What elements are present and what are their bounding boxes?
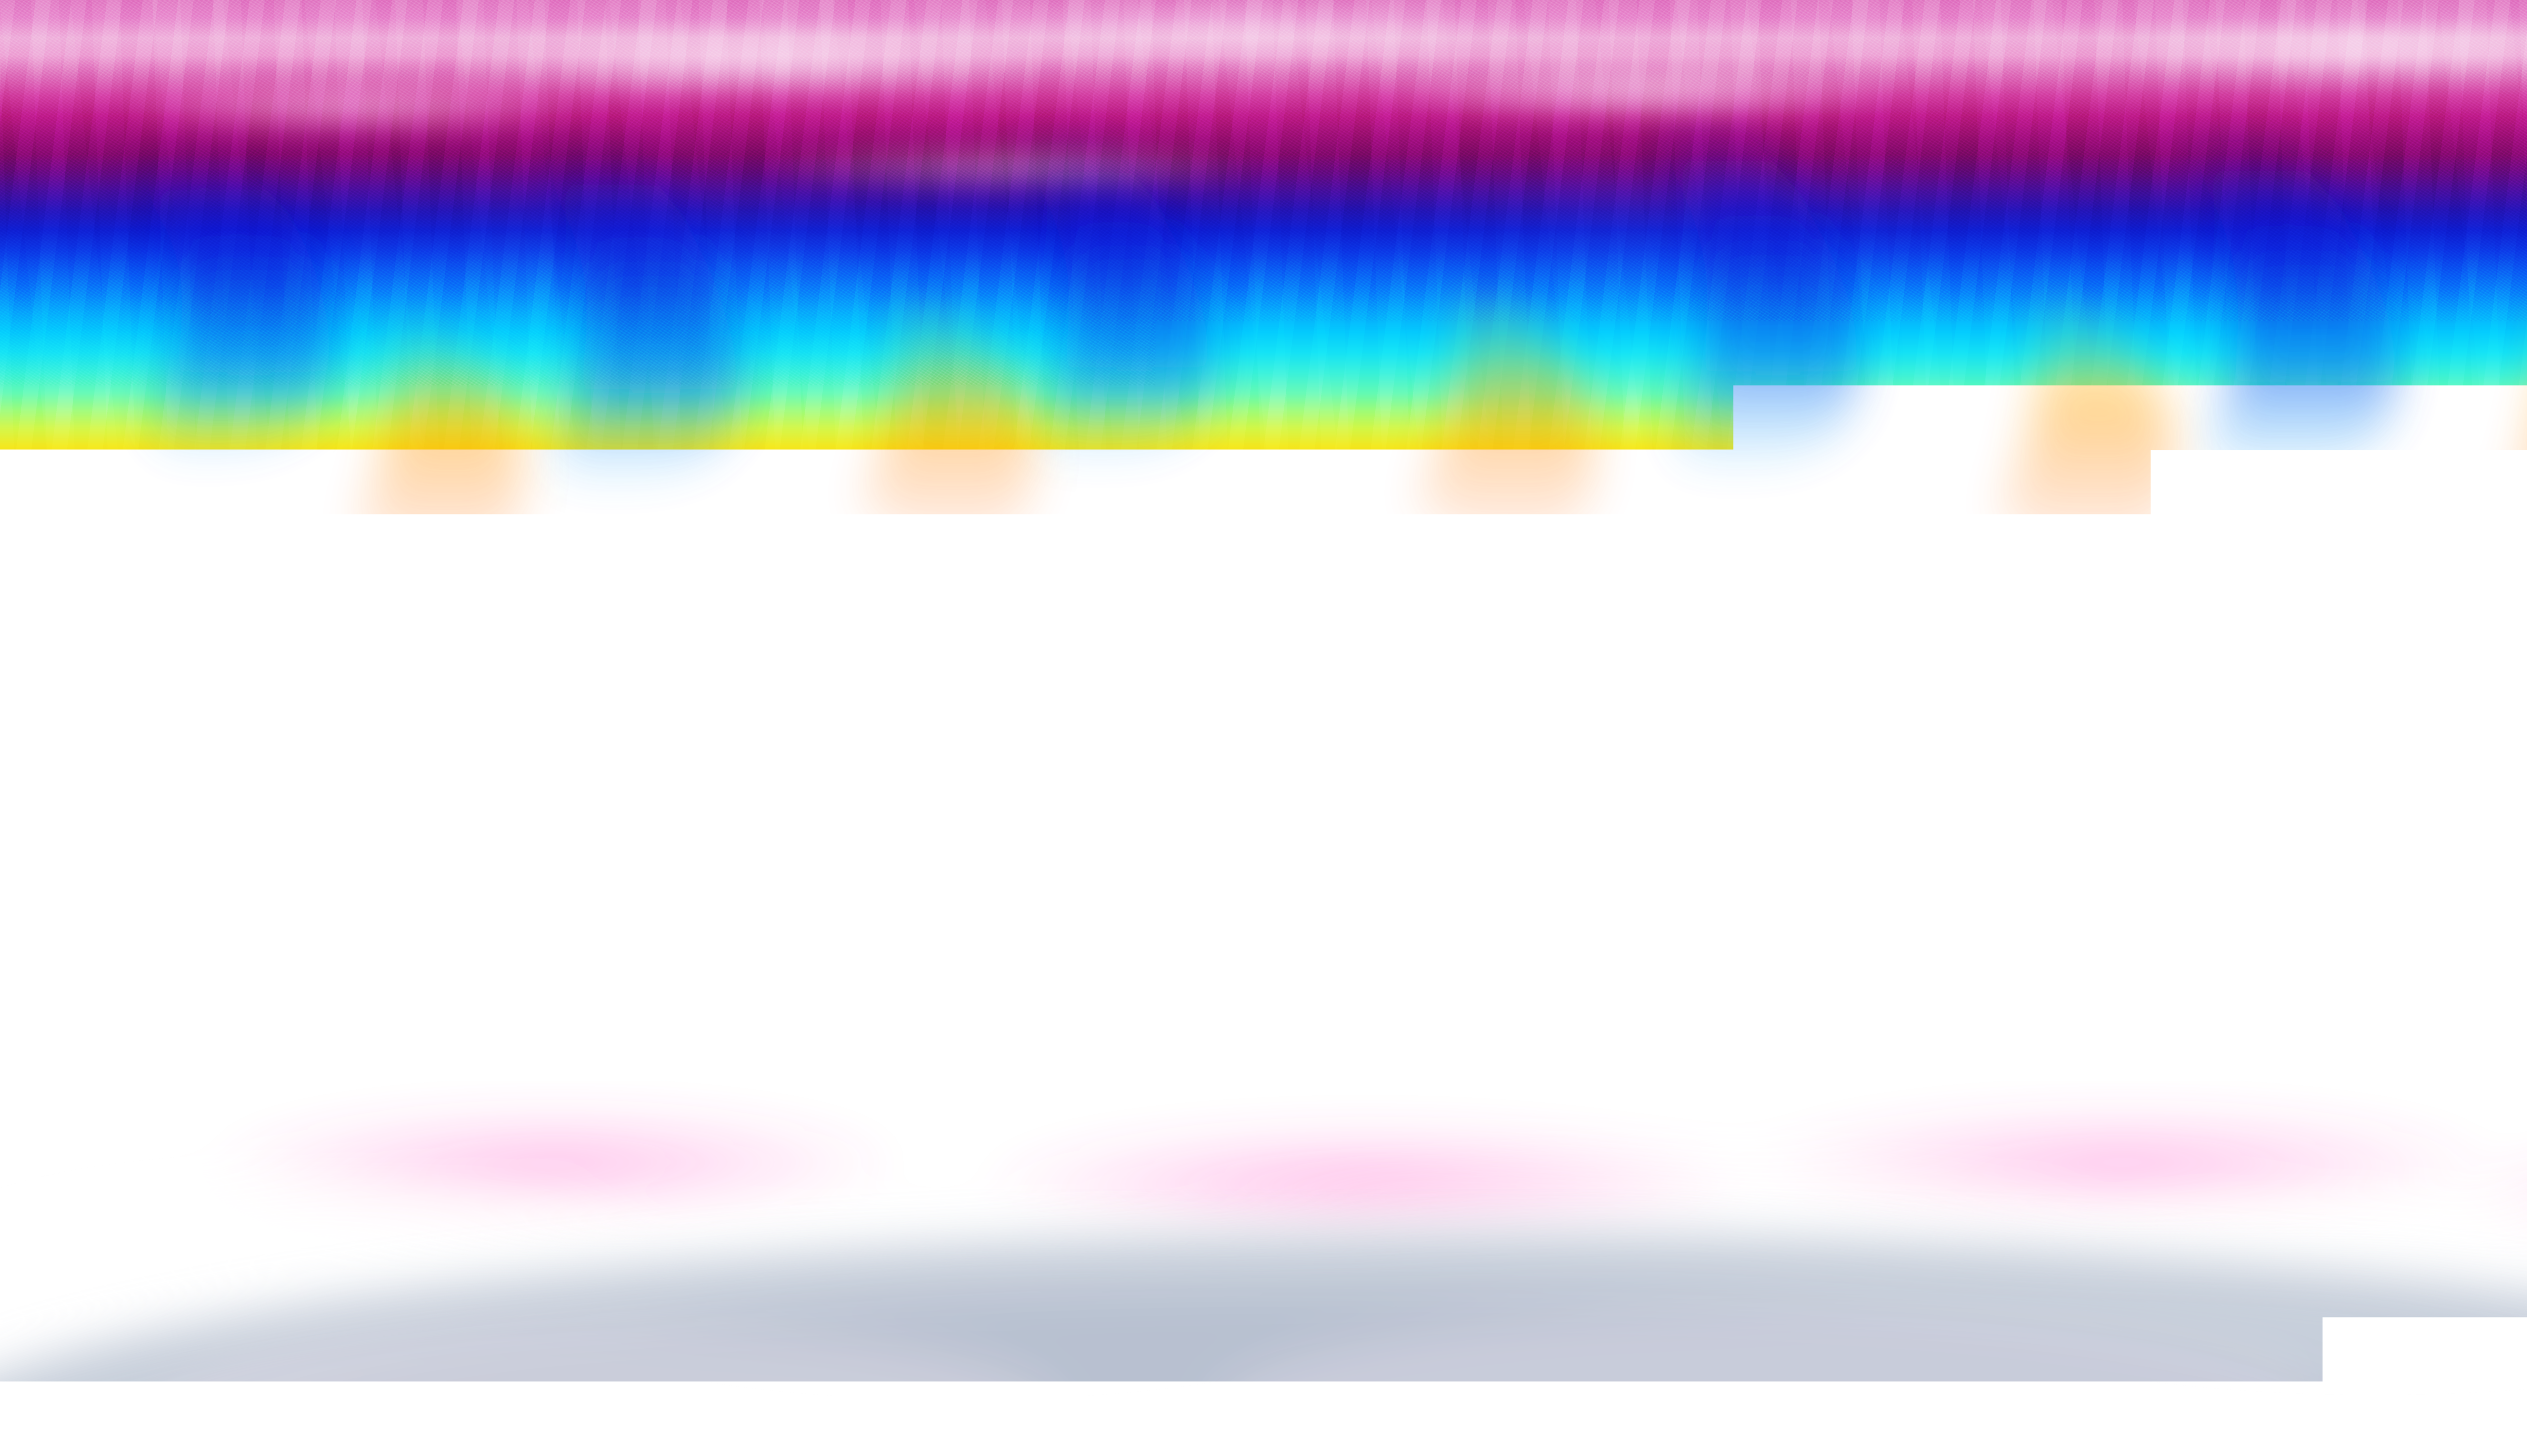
land-humboldt-upwelling: [2375, 809, 2451, 1071]
land-iran-plateau: [647, 445, 890, 596]
land-cuba: [2303, 595, 2418, 648]
land-central-asia: [667, 354, 1021, 485]
land-mexico: [2080, 558, 2357, 827]
land-central-america: [2241, 638, 2383, 757]
arctic-filaments: [111, 3, 2527, 191]
land-canada-west: [1991, 253, 2274, 414]
land-western-usa: [2027, 354, 2269, 606]
land-japan: [1322, 418, 1483, 613]
land-new-zealand: [1456, 1001, 1611, 1158]
land-tien-shan: [732, 364, 997, 435]
land-sumatra: [978, 717, 1150, 860]
land-philippines: [1221, 637, 1312, 798]
land-indochina: [1061, 617, 1208, 799]
hotspot-anatolia: [551, 430, 667, 495]
land-eastern-australia: [1253, 910, 1415, 1147]
land-rocky-mountains: [2014, 362, 2115, 639]
land-andes: [2395, 697, 2497, 1143]
northern-warm-ridges: [354, 283, 2527, 586]
land-amazon-basin: [2421, 672, 2527, 985]
land-west-africa: [30, 697, 414, 910]
land-arabian-peninsula: [526, 510, 809, 753]
land-east-africa-highlands: [384, 748, 500, 1011]
atmospheric-swirl-texture: [0, 0, 2527, 1456]
land-borneo: [1127, 773, 1279, 895]
hotspot-horn-of-africa: [521, 702, 652, 799]
southern-ocean-fronts: [0, 1107, 2527, 1370]
land-northern-europe: [404, 283, 718, 414]
land-western-australia: [1049, 889, 1256, 1112]
antarctic-ice-sheet: [0, 1233, 2527, 1456]
landmass-overlay: [0, 0, 2527, 1456]
land-sahara: [10, 465, 606, 697]
land-east-china: [1152, 505, 1395, 708]
land-argentina-pampas: [2517, 1006, 2527, 1157]
land-central-eastern-usa: [2193, 450, 2527, 692]
land-alaska: [1910, 243, 2077, 364]
jet-stream-overlay: [0, 0, 2527, 1456]
land-southern-africa: [222, 889, 505, 1092]
land-greenland: [2456, 91, 2527, 354]
land-benguela-upwelling: [172, 859, 268, 1092]
northern-cold-tongues: [126, 116, 2527, 490]
land-scandinavia: [416, 166, 615, 380]
land-canada-east: [2274, 217, 2527, 419]
land-indian-subcontinent: [773, 596, 986, 819]
hotspot-iberia: [354, 419, 440, 490]
land-himalaya: [838, 557, 1203, 631]
atmospheric-flow-texture: [0, 0, 2527, 1456]
land-tasmania: [1314, 1140, 1360, 1175]
land-tibetan-plateau: [829, 440, 1213, 622]
land-java: [1060, 871, 1229, 916]
land-new-guinea: [1288, 783, 1491, 900]
land-central-africa: [212, 718, 566, 1001]
land-sahel: [61, 596, 516, 748]
land-canadian-arctic-archipelago: [2193, 61, 2507, 227]
land-red-sea: [448, 596, 574, 778]
pixel-grain-texture: [0, 0, 2527, 1456]
land-southern-europe: [384, 389, 697, 500]
land-alps: [464, 391, 618, 429]
global-temperature-map: [0, 0, 2527, 1456]
land-madagascar: [519, 900, 618, 1061]
land-thar-desert: [778, 576, 920, 687]
temperature-base-bands: [0, 0, 2527, 1456]
land-southern-alps-nz: [1491, 1039, 1572, 1111]
land-patagonia: [2448, 1035, 2527, 1225]
land-siberia: [657, 116, 1415, 379]
land-sierra-madre: [2053, 557, 2177, 732]
